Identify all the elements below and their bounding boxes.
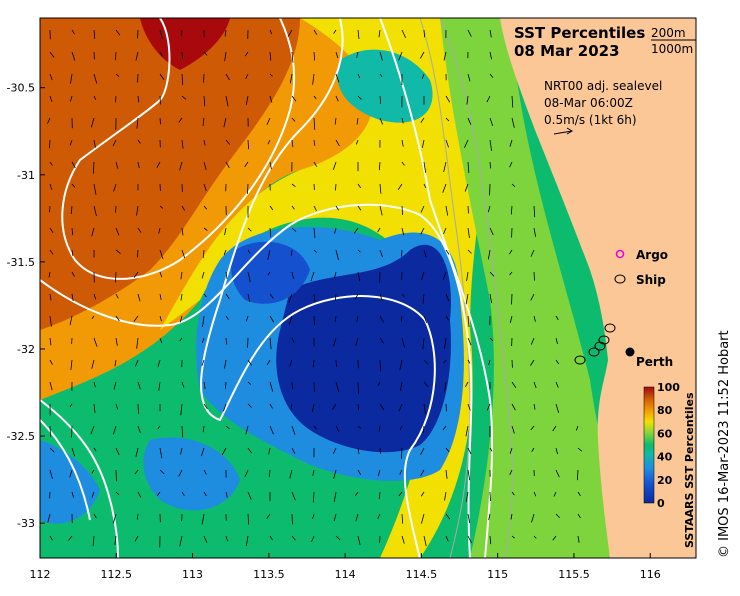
colorbar-tick-label: 60	[657, 427, 673, 440]
map-title-line1: SST Percentiles	[514, 24, 645, 42]
y-tick-label: -30.5	[7, 82, 35, 95]
colorbar-title: SSTAARS SST Percentiles	[683, 392, 696, 548]
isobath-label-200m: 200m	[651, 26, 686, 40]
current-vector-arrow	[335, 184, 336, 190]
x-tick-label: 115	[487, 568, 508, 581]
current-vector-arrow	[314, 382, 315, 392]
x-tick-label: 113	[182, 568, 203, 581]
current-vector-arrow	[401, 250, 402, 257]
current-vector-arrow	[115, 272, 116, 283]
y-tick-label: -32	[17, 343, 35, 356]
perth-marker	[626, 348, 635, 357]
x-tick-label: 112.5	[101, 568, 133, 581]
legend-ship-label: Ship	[636, 273, 666, 287]
y-tick-label: -32.5	[7, 430, 35, 443]
current-vector-arrow	[336, 360, 337, 367]
current-vector-arrow	[314, 316, 315, 325]
y-axis: -30.5 -31 -31.5 -32 -32.5 -33	[7, 82, 45, 530]
current-vector-arrow	[490, 162, 491, 168]
current-vector-arrow	[49, 206, 50, 212]
current-info-line3: 0.5m/s (1kt 6h)	[544, 113, 637, 127]
x-tick-label: 114	[335, 568, 356, 581]
current-vector-arrow	[138, 404, 139, 414]
legend-argo-label: Argo	[636, 248, 668, 262]
current-vector-arrow	[50, 426, 51, 437]
current-info-line1: NRT00 adj. sealevel	[544, 79, 662, 93]
x-tick-label: 116	[640, 568, 661, 581]
x-tick-label: 115.5	[558, 568, 590, 581]
colorbar-tick-label: 80	[657, 404, 673, 417]
current-vector-arrow	[401, 448, 402, 459]
isobath-label-1000m: 1000m	[651, 42, 693, 56]
credit-text: © IMOS 16-Mar-2023 11:52 Hobart	[717, 330, 732, 558]
current-vector-arrow	[247, 184, 248, 194]
y-tick-label: -33	[17, 517, 35, 530]
colorbar	[644, 387, 654, 503]
colorbar-tick-label: 20	[657, 474, 673, 487]
x-tick-label: 113.5	[253, 568, 285, 581]
y-tick-label: -31.5	[7, 256, 35, 269]
x-tick-label: 112	[30, 568, 51, 581]
perth-label: Perth	[636, 355, 673, 369]
map-title-line2: 08 Mar 2023	[514, 42, 620, 60]
colorbar-tick-label: 100	[657, 381, 680, 394]
y-tick-label: -31	[17, 169, 35, 182]
current-info-line2: 08-Mar 06:00Z	[544, 96, 633, 110]
colorbar-tick-label: 0	[657, 497, 665, 510]
current-vector-arrow	[49, 140, 50, 148]
x-tick-label: 114.5	[406, 568, 438, 581]
current-vector-arrow	[160, 118, 161, 124]
colorbar-tick-label: 40	[657, 451, 673, 464]
